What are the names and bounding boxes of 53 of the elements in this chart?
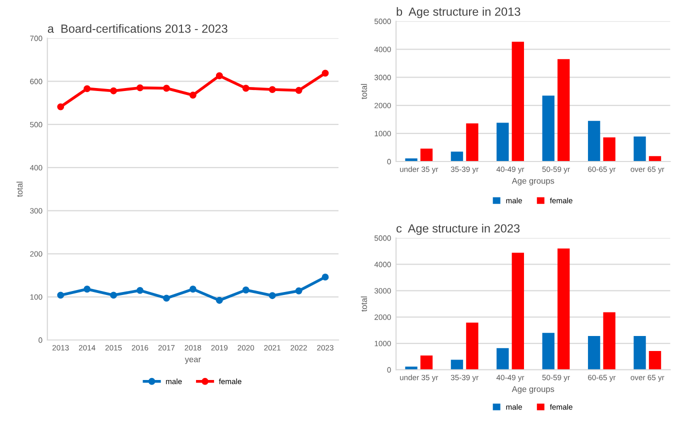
point (268, 86, 276, 94)
bar (466, 322, 478, 370)
bar (634, 136, 646, 162)
bar (634, 336, 646, 370)
bar (558, 248, 570, 370)
chart-title: b Age structure in 2013 (396, 7, 520, 18)
point (84, 286, 91, 293)
chart-title: a Board-certifications 2013 - 2023 (48, 24, 228, 33)
point (189, 92, 196, 99)
bar (450, 360, 464, 370)
point (163, 294, 170, 302)
point (242, 286, 250, 294)
point (163, 84, 170, 92)
x-axis-title: Age groups (512, 386, 554, 394)
bar (466, 123, 478, 162)
point (216, 72, 223, 80)
bar (603, 312, 616, 370)
point (295, 86, 302, 94)
x-axis-title: Age groups (512, 178, 554, 186)
chart-title: c Age structure in 2023 (396, 224, 520, 235)
y-axis-title: total (360, 84, 367, 100)
point (110, 292, 118, 299)
bar (588, 120, 600, 162)
point (57, 292, 64, 299)
bar (512, 42, 524, 162)
bar (420, 148, 433, 162)
point (295, 287, 302, 294)
point (242, 84, 250, 92)
x-axis-title: year (184, 358, 201, 364)
bar (512, 252, 524, 370)
bar (588, 336, 600, 370)
bar (558, 59, 570, 162)
point (110, 87, 118, 94)
point (268, 292, 276, 300)
bar (542, 332, 554, 370)
point (189, 286, 196, 293)
point (84, 85, 91, 92)
bar (420, 356, 433, 370)
bar (542, 96, 554, 162)
point (136, 286, 144, 294)
y-axis-title: total (16, 182, 23, 197)
bar (496, 122, 509, 162)
bar (648, 156, 662, 162)
bar (496, 348, 509, 370)
bar (450, 152, 464, 162)
point (322, 70, 329, 77)
bar (648, 351, 662, 370)
point (322, 274, 329, 281)
y-axis-title: total (360, 296, 367, 312)
point (57, 103, 64, 110)
bar (603, 137, 616, 162)
point (216, 296, 223, 304)
point (136, 84, 144, 92)
